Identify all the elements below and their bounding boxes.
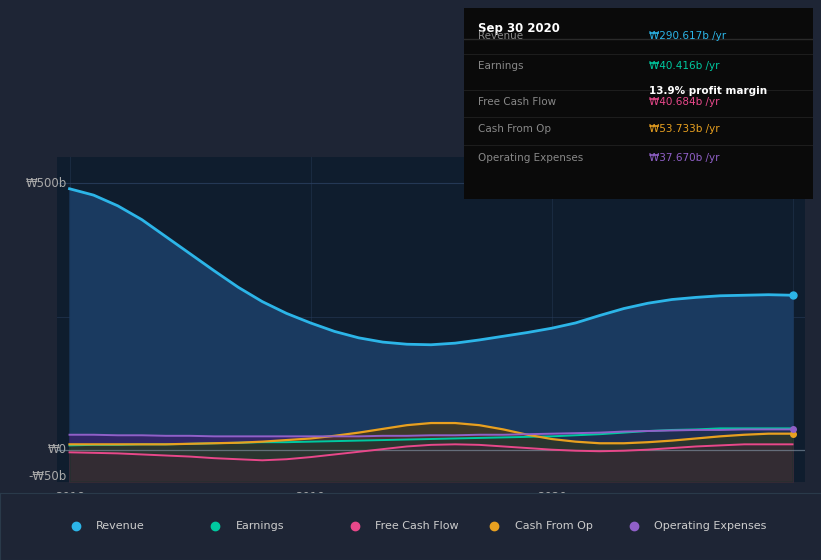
Text: Cash From Op: Cash From Op bbox=[478, 124, 551, 134]
Text: ₩40.416b /yr: ₩40.416b /yr bbox=[649, 61, 719, 71]
Text: Free Cash Flow: Free Cash Flow bbox=[478, 97, 556, 108]
Text: Earnings: Earnings bbox=[236, 521, 284, 531]
Text: 2019: 2019 bbox=[296, 491, 325, 504]
Text: Operating Expenses: Operating Expenses bbox=[654, 521, 767, 531]
Text: 2018: 2018 bbox=[55, 491, 85, 504]
Text: Revenue: Revenue bbox=[96, 521, 144, 531]
Text: Sep 30 2020: Sep 30 2020 bbox=[478, 22, 560, 35]
Text: Revenue: Revenue bbox=[478, 31, 523, 41]
Text: 13.9% profit margin: 13.9% profit margin bbox=[649, 86, 767, 96]
Text: 2020: 2020 bbox=[537, 491, 566, 504]
Text: Cash From Op: Cash From Op bbox=[515, 521, 593, 531]
Text: -₩50b: -₩50b bbox=[29, 470, 67, 483]
Text: Earnings: Earnings bbox=[478, 61, 523, 71]
Text: ₩0: ₩0 bbox=[48, 443, 67, 456]
Text: Operating Expenses: Operating Expenses bbox=[478, 153, 583, 162]
Text: ₩53.733b /yr: ₩53.733b /yr bbox=[649, 124, 719, 134]
Text: ₩290.617b /yr: ₩290.617b /yr bbox=[649, 31, 726, 41]
Text: ₩37.670b /yr: ₩37.670b /yr bbox=[649, 153, 719, 162]
Text: ₩500b: ₩500b bbox=[25, 177, 67, 190]
Text: ₩40.684b /yr: ₩40.684b /yr bbox=[649, 97, 719, 108]
Text: Free Cash Flow: Free Cash Flow bbox=[375, 521, 459, 531]
